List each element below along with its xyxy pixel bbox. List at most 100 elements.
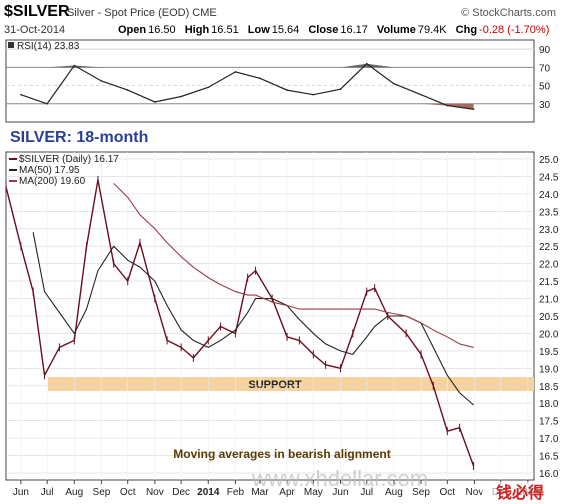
- month-tick-label: Aug: [385, 487, 403, 498]
- price-tick-label: 21.0: [539, 295, 559, 306]
- credit-text: © StockCharts.com: [461, 7, 556, 19]
- rsi-label: RSI(14) 23.83: [17, 41, 80, 52]
- support-label: SUPPORT: [248, 379, 301, 391]
- low-value: 15.64: [271, 24, 300, 36]
- price-tick-label: 16.5: [539, 452, 559, 463]
- rsi-point: [234, 71, 237, 73]
- chg-label: Chg: [455, 24, 478, 36]
- ma200-legend: MA(200) 19.60: [19, 176, 86, 187]
- month-tick-label: Jul: [41, 487, 54, 498]
- price-line: [5, 179, 475, 467]
- month-tick-label: Nov: [466, 487, 484, 498]
- rsi-legend-swatch: [8, 42, 14, 48]
- open-value: 16.50: [148, 24, 176, 36]
- volume-label: Volume: [376, 24, 416, 36]
- price-tick-label: 17.0: [539, 434, 559, 445]
- symbol-subtitle: Silver - Spot Price (EOD) CME: [67, 7, 217, 19]
- support-band: [48, 377, 534, 392]
- month-tick-label: Sep: [93, 487, 111, 498]
- rsi-point: [393, 82, 395, 85]
- high-value: 16.51: [211, 24, 239, 36]
- open-label: Open: [118, 24, 147, 36]
- ohlc-readout: Open 16.50 High 16.51 Low 15.64 Close 16.17 …: [118, 24, 555, 36]
- rsi-point: [339, 88, 342, 90]
- rsi-point: [446, 104, 449, 107]
- volume-value: 79.4K: [417, 24, 447, 36]
- month-tick-label: 2014: [197, 487, 220, 498]
- price-tick-label: 18.5: [539, 382, 559, 393]
- month-tick-label: Dec: [172, 487, 190, 498]
- main-chart-title: SILVER: 18-month: [10, 129, 148, 146]
- price-tick-label: 18.0: [539, 399, 559, 410]
- rsi-point: [180, 95, 182, 98]
- price-tick-label: 20.0: [539, 329, 559, 340]
- corner-logo: 钱必得: [496, 483, 544, 502]
- ma200-line: [113, 183, 474, 348]
- rsi-point: [420, 93, 422, 96]
- price-legend: $SILVER (Daily) 16.17: [19, 154, 119, 165]
- price-tick-label: 24.0: [539, 190, 559, 201]
- rsi-point: [46, 102, 48, 105]
- rsi-point: [472, 108, 475, 111]
- month-tick-label: Oct: [120, 487, 136, 498]
- rsi-point: [312, 93, 315, 96]
- price-tick-label: 17.5: [539, 417, 559, 428]
- rsi-overbought-fill: [366, 63, 394, 68]
- ma50-legend: MA(50) 17.95: [19, 165, 80, 176]
- rsi-overbought-fill: [47, 65, 75, 68]
- price-tick-label: 23.5: [539, 207, 559, 218]
- rsi-overbought-fill: [340, 63, 367, 68]
- month-tick-label: Sep: [412, 487, 430, 498]
- month-tick-label: Jul: [360, 487, 373, 498]
- rsi-point: [100, 80, 103, 82]
- price-tick-label: 21.5: [539, 277, 559, 288]
- rsi-oversold-fill: [421, 103, 448, 106]
- high-label: High: [184, 24, 210, 36]
- ma50-line: [32, 232, 474, 406]
- low-label: Low: [247, 24, 270, 36]
- month-tick-label: Aug: [65, 487, 83, 498]
- price-tick-label: 20.5: [539, 312, 559, 323]
- watermark: www.xhdollar.com: [251, 466, 428, 491]
- rsi-point: [73, 64, 76, 67]
- rsi-tick-label: 50: [539, 82, 551, 93]
- rsi-point: [365, 62, 368, 65]
- price-tick-label: 19.5: [539, 347, 559, 358]
- month-tick-label: Jun: [332, 487, 348, 498]
- month-tick-label: Jun: [13, 487, 29, 498]
- rsi-point: [20, 93, 22, 96]
- rsi-point: [154, 101, 156, 103]
- rsi-point: [207, 86, 210, 89]
- month-tick-label: Nov: [146, 487, 164, 498]
- rsi-point: [259, 77, 261, 80]
- price-tick-label: 23.0: [539, 225, 559, 236]
- symbol-title: $SILVER: [4, 3, 70, 20]
- close-value: 16.17: [340, 24, 368, 36]
- price-tick-label: 22.5: [539, 242, 559, 253]
- month-tick-label: May: [304, 487, 323, 498]
- rsi-tick-label: 90: [539, 45, 551, 56]
- month-tick-label: Feb: [227, 487, 245, 498]
- rsi-tick-label: 30: [539, 100, 551, 111]
- price-tick-label: 24.5: [539, 172, 559, 183]
- rsi-line: [20, 62, 474, 110]
- chg-value: -0.28 (-1.70%): [479, 24, 550, 36]
- price-tick-label: 22.0: [539, 260, 559, 271]
- price-tick-label: 16.0: [539, 469, 559, 480]
- chart-header: $SILVER Silver - Spot Price (EOD) CME © …: [0, 0, 562, 40]
- chart-date: 31-Oct-2014: [4, 24, 66, 36]
- close-label: Close: [308, 24, 339, 36]
- price-tick-label: 19.0: [539, 364, 559, 375]
- corner-logo-bg: [482, 482, 558, 502]
- rsi-tick-label: 70: [539, 63, 551, 74]
- month-tick-label: Apr: [279, 487, 295, 498]
- rsi-point: [126, 89, 129, 91]
- rsi-overbought-fill: [74, 65, 102, 68]
- rsi-panel-frame: [5, 39, 535, 123]
- month-tick-label: Oct: [440, 487, 456, 498]
- month-tick-label: Mar: [251, 487, 269, 498]
- bearish-annotation: Moving averages in bearish alignment: [173, 447, 390, 461]
- price-tick-label: 25.0: [539, 155, 559, 166]
- rsi-point: [286, 89, 288, 91]
